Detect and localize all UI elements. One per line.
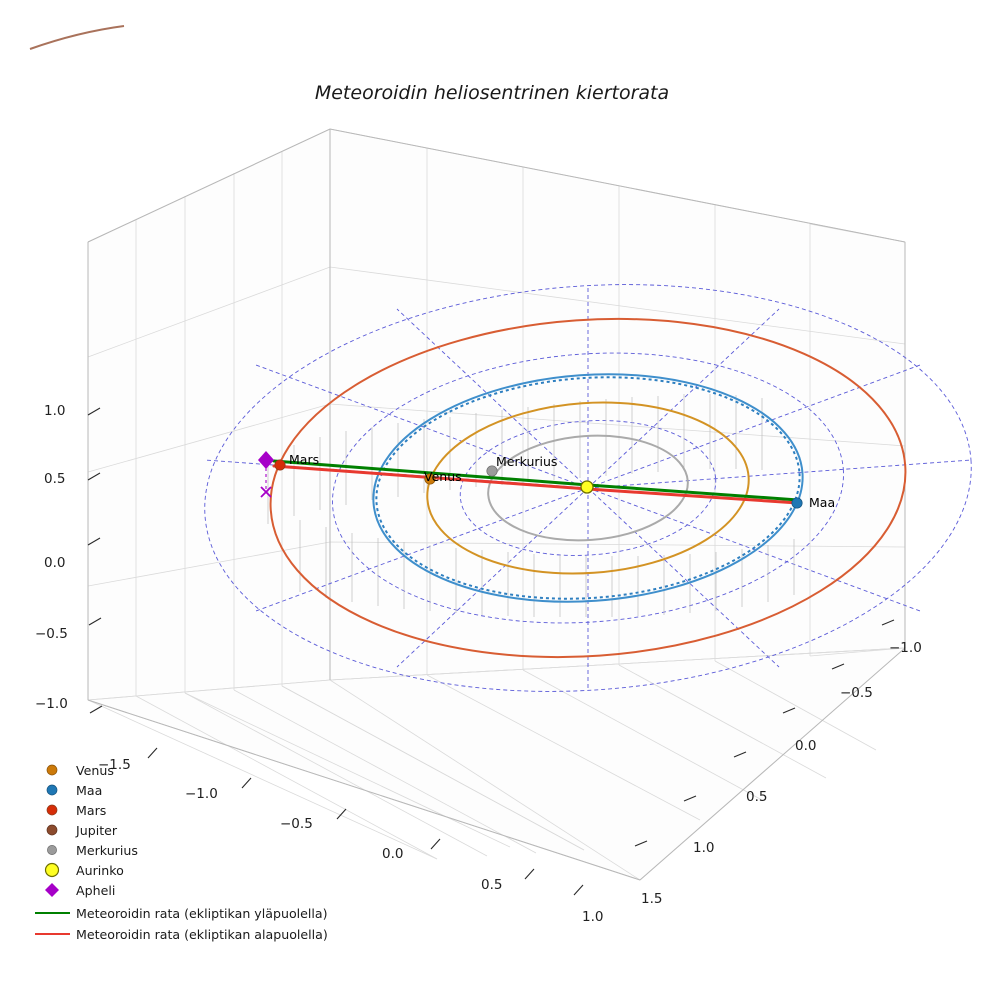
y-tick-label-3: 0.5 [746, 789, 767, 805]
legend-label-maa: Maa [76, 783, 102, 798]
legend-item-jupiter[interactable]: Jupiter [46, 823, 118, 838]
legend-label-venus: Venus [76, 763, 114, 778]
y-tick-label-4: 1.0 [693, 840, 714, 856]
z-tick-label-1: 0.5 [44, 471, 65, 487]
y-tick-label-0: −1.0 [889, 640, 922, 656]
diamond-marker-icon [258, 451, 274, 469]
legend-label-aurinko: Aurinko [76, 863, 124, 878]
maa-dot [791, 497, 803, 509]
z-tick-label-0: 1.0 [44, 403, 65, 419]
legend-item-venus[interactable]: Venus [46, 763, 114, 778]
legend: Venus Maa Mars Jupiter Merkurius [35, 763, 328, 942]
legend-item-meteoroid-below[interactable]: Meteoroidin rata (ekliptikan alapuolella… [35, 927, 328, 942]
mars-orbit [269, 317, 907, 659]
dot-marker-icon [47, 845, 57, 855]
y-axis-ticks: −1.0 −0.5 0.0 0.5 1.0 1.5 [634, 619, 922, 907]
legend-label-merkurius: Merkurius [76, 843, 138, 858]
sun-marker-icon [44, 862, 60, 878]
planet-label-mars: Mars [289, 452, 319, 467]
y-tick-label-1: −0.5 [840, 685, 873, 701]
dot-marker-icon [46, 824, 58, 836]
aphelion-marker-group [258, 451, 274, 498]
x-tick-label-3: 0.0 [382, 846, 403, 862]
mars-dot [274, 459, 286, 471]
legend-label-meteoroid-below: Meteoroidin rata (ekliptikan alapuolella… [76, 927, 328, 942]
merkurius-dot [486, 465, 498, 477]
planet-label-venus: Venus [424, 469, 462, 484]
legend-item-merkurius[interactable]: Merkurius [47, 843, 138, 858]
x-axis-ticks: −1.5 −1.0 −0.5 0.0 0.5 1.0 [98, 747, 603, 925]
page-title: Meteoroidin heliosentrinen kiertorata [315, 82, 669, 104]
x-tick-label-0: −1.5 [98, 757, 131, 773]
z-tick-label-4: −1.0 [35, 696, 68, 712]
x-tick-label-1: −1.0 [185, 786, 218, 802]
planet-label-maa: Maa [809, 495, 835, 510]
venus-orbit [426, 401, 750, 575]
legend-label-jupiter: Jupiter [75, 823, 118, 838]
z-tick-label-3: −0.5 [35, 626, 68, 642]
venus-dot [424, 473, 436, 485]
z-tick-label-2: 0.0 [44, 555, 65, 571]
x-tick-label-2: −0.5 [280, 816, 313, 832]
merkurius-orbit [487, 434, 689, 542]
legend-label-mars: Mars [76, 803, 106, 818]
maa-orbit [372, 373, 804, 603]
planet-orbits [269, 317, 907, 659]
axes-spines [87, 128, 906, 881]
y-tick-label-5: 1.5 [641, 891, 662, 907]
legend-label-apheli: Apheli [76, 883, 115, 898]
legend-item-meteoroid-above[interactable]: Meteoroidin rata (ekliptikan yläpuolella… [35, 906, 328, 921]
legend-item-mars[interactable]: Mars [46, 803, 106, 818]
legend-label-meteoroid-above: Meteoroidin rata (ekliptikan yläpuolella… [76, 906, 328, 921]
legend-item-maa[interactable]: Maa [46, 783, 102, 798]
legend-item-aurinko[interactable]: Aurinko [44, 862, 125, 878]
orbit-droplines [267, 394, 795, 617]
legend-item-apheli[interactable]: Apheli [45, 883, 115, 898]
jupiter-orbit-arc [29, 25, 125, 50]
dot-marker-icon [46, 804, 58, 816]
planet-label-group: Mars Venus Merkurius Maa [289, 452, 835, 510]
dot-marker-icon [46, 764, 58, 776]
z-axis-ticks: 1.0 0.5 0.0 −0.5 −1.0 [35, 403, 103, 714]
ecliptic-polar-grid [204, 284, 972, 692]
x-tick-label-4: 0.5 [481, 877, 502, 893]
x-tick-label-5: 1.0 [582, 909, 603, 925]
aphelion-projection-x [260, 486, 272, 498]
maa-orbit-inner [375, 376, 801, 600]
planet-label-merkurius: Merkurius [496, 454, 557, 469]
aurinko-marker [580, 480, 594, 494]
axes-panes [87, 128, 907, 881]
y-tick-label-2: 0.0 [795, 738, 816, 754]
diamond-marker-icon [45, 883, 59, 897]
dot-marker-icon [46, 784, 58, 796]
planet-markers [274, 459, 803, 509]
